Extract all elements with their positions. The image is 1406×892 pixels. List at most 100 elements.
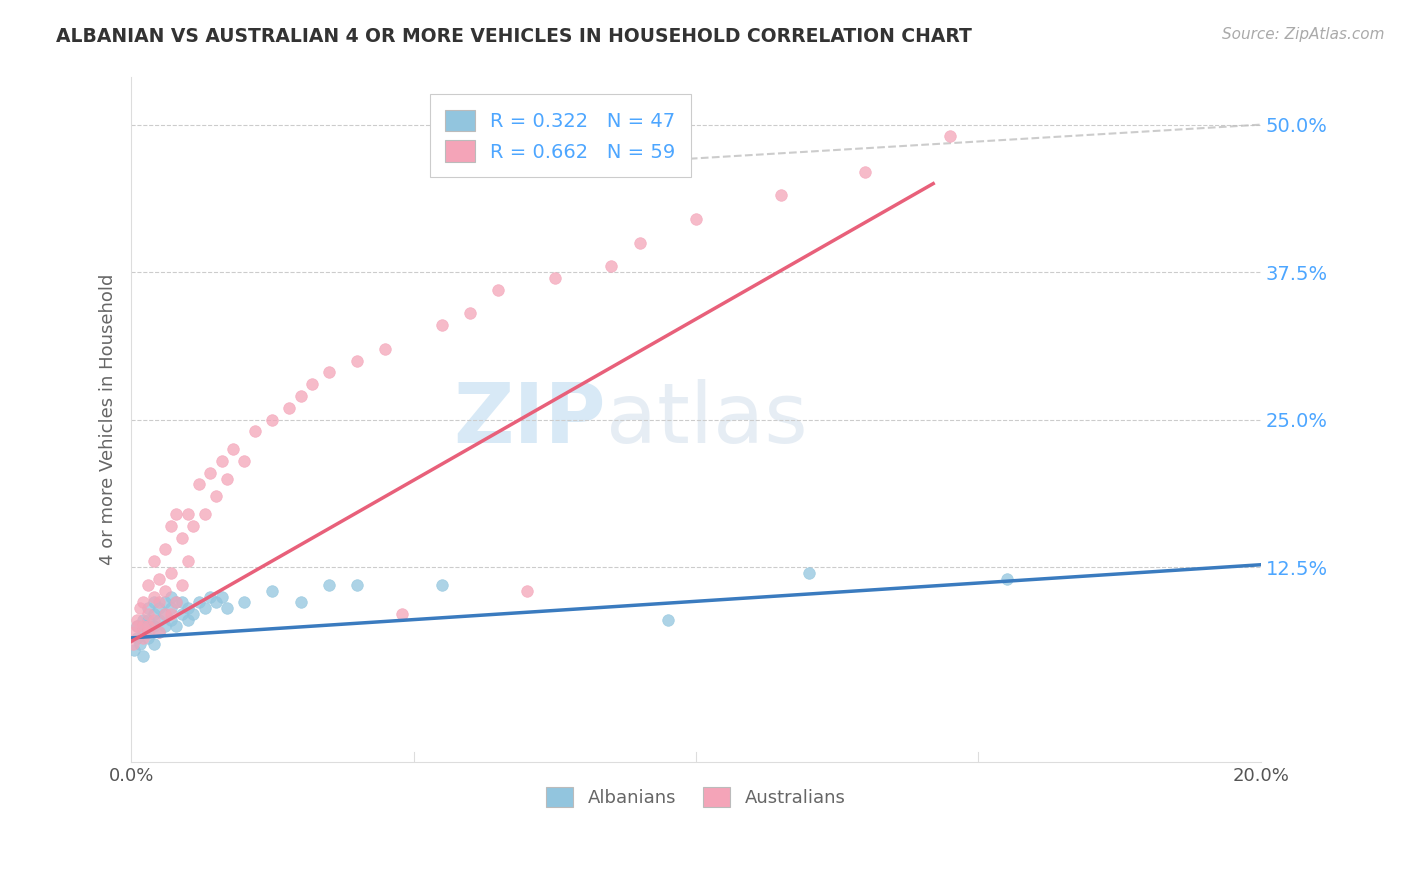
Point <box>136 619 159 633</box>
Point <box>458 306 481 320</box>
Point <box>148 625 170 640</box>
Point <box>131 625 153 640</box>
Point <box>346 353 368 368</box>
Text: Source: ZipAtlas.com: Source: ZipAtlas.com <box>1222 27 1385 42</box>
Point <box>544 271 567 285</box>
Point <box>122 625 145 640</box>
Point <box>165 595 187 609</box>
Point <box>374 342 396 356</box>
Point <box>430 318 453 333</box>
Point <box>211 454 233 468</box>
Point <box>205 595 228 609</box>
Text: ZIP: ZIP <box>453 379 606 460</box>
Point <box>245 425 267 439</box>
Point <box>159 607 181 622</box>
Point <box>183 607 205 622</box>
Point <box>131 631 153 645</box>
Point <box>165 619 187 633</box>
Point <box>200 466 222 480</box>
Point <box>177 613 200 627</box>
Point <box>430 578 453 592</box>
Point <box>142 607 165 622</box>
Point <box>170 531 193 545</box>
Point <box>170 578 193 592</box>
Point <box>217 472 239 486</box>
Point <box>136 607 159 622</box>
Point <box>995 572 1018 586</box>
Point <box>600 259 623 273</box>
Y-axis label: 4 or more Vehicles in Household: 4 or more Vehicles in Household <box>100 274 117 566</box>
Point <box>131 595 153 609</box>
Point <box>159 590 181 604</box>
Point <box>301 377 323 392</box>
Point <box>769 188 792 202</box>
Point <box>142 619 165 633</box>
Point <box>153 542 176 557</box>
Point <box>217 601 239 615</box>
Point <box>159 601 181 615</box>
Point <box>136 613 159 627</box>
Point <box>170 595 193 609</box>
Point <box>153 607 176 622</box>
Point <box>657 613 679 627</box>
Point <box>233 454 256 468</box>
Point <box>153 583 176 598</box>
Point <box>136 625 159 640</box>
Point <box>136 578 159 592</box>
Point <box>125 619 148 633</box>
Point <box>194 601 217 615</box>
Text: ALBANIAN VS AUSTRALIAN 4 OR MORE VEHICLES IN HOUSEHOLD CORRELATION CHART: ALBANIAN VS AUSTRALIAN 4 OR MORE VEHICLE… <box>56 27 972 45</box>
Point <box>125 631 148 645</box>
Point <box>159 613 181 627</box>
Point <box>628 235 651 250</box>
Point <box>290 595 312 609</box>
Point <box>148 625 170 640</box>
Point <box>290 389 312 403</box>
Point <box>128 637 150 651</box>
Point <box>131 648 153 663</box>
Point <box>391 607 413 622</box>
Point <box>165 507 187 521</box>
Legend: Albanians, Australians: Albanians, Australians <box>538 780 853 814</box>
Point <box>346 578 368 592</box>
Point <box>200 590 222 604</box>
Point <box>159 566 181 580</box>
Point <box>122 637 145 651</box>
Point <box>939 129 962 144</box>
Point <box>136 601 159 615</box>
Point <box>134 619 156 633</box>
Point <box>318 366 340 380</box>
Point <box>194 507 217 521</box>
Point <box>153 619 176 633</box>
Point <box>318 578 340 592</box>
Point <box>222 442 245 456</box>
Point <box>183 518 205 533</box>
Point <box>142 613 165 627</box>
Point <box>177 601 200 615</box>
Point <box>148 595 170 609</box>
Point <box>177 554 200 568</box>
Point <box>855 165 877 179</box>
Point <box>159 518 181 533</box>
Point <box>148 572 170 586</box>
Point <box>142 595 165 609</box>
Point <box>188 595 211 609</box>
Point <box>685 212 707 227</box>
Point <box>278 401 301 415</box>
Point <box>177 507 200 521</box>
Point <box>233 595 256 609</box>
Point <box>142 637 165 651</box>
Point <box>165 595 187 609</box>
Text: atlas: atlas <box>606 379 807 460</box>
Point <box>205 489 228 503</box>
Point <box>131 613 153 627</box>
Point <box>153 595 176 609</box>
Point <box>188 477 211 491</box>
Point <box>128 601 150 615</box>
Point <box>262 412 284 426</box>
Point <box>486 283 509 297</box>
Point <box>122 642 145 657</box>
Point <box>131 619 153 633</box>
Point <box>516 583 538 598</box>
Point <box>797 566 820 580</box>
